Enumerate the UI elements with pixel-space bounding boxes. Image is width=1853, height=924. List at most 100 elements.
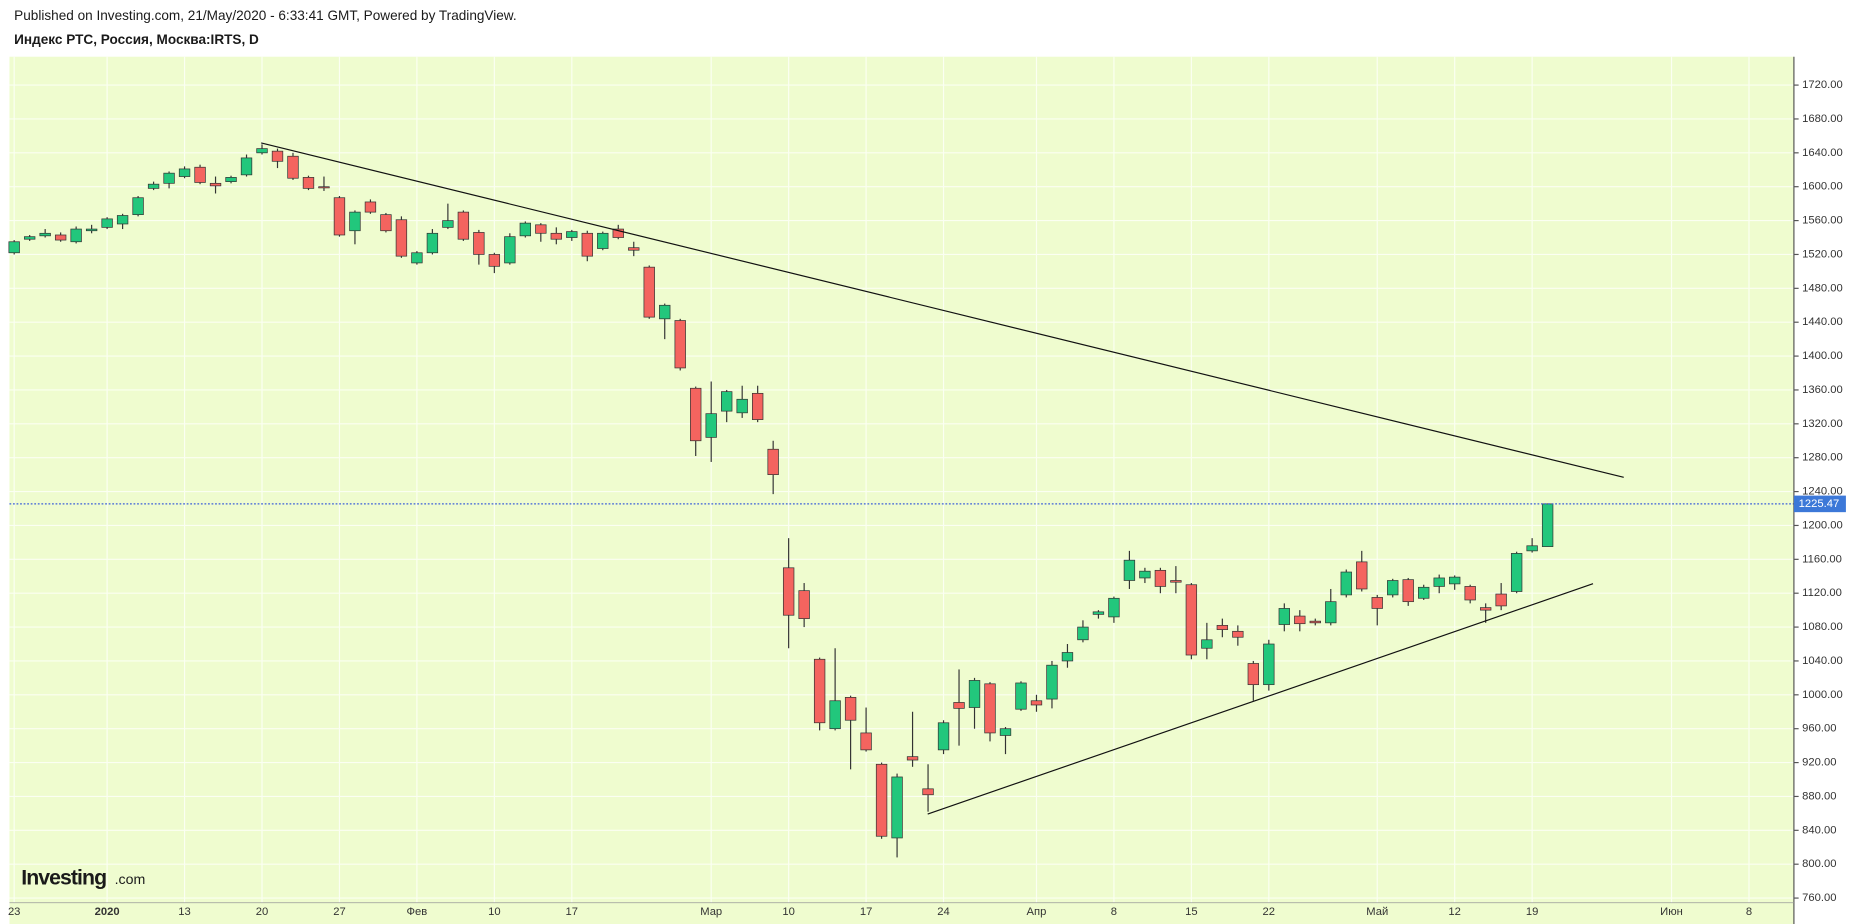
y-tick-label: 920.00: [1802, 757, 1836, 769]
candle-body: [8, 241, 20, 254]
candle-body: [550, 232, 562, 240]
candle-body: [1433, 577, 1445, 587]
candle-body: [256, 148, 268, 154]
candle-body: [1387, 580, 1399, 596]
candle-body: [271, 150, 284, 162]
candle-body: [1464, 586, 1476, 601]
y-tick-label: 880.00: [1802, 790, 1836, 802]
candle-body: [751, 392, 764, 420]
y-tick-label: 1680.00: [1802, 113, 1843, 125]
x-axis-strip: [9, 902, 1794, 924]
candle-body: [1046, 664, 1058, 700]
chart-title: Индекс РТС, Россия, Москва:IRTS, D: [14, 32, 259, 47]
candle-body: [1294, 615, 1306, 625]
y-tick-label: 1040.00: [1802, 655, 1843, 667]
y-tick-label: 1560.00: [1802, 215, 1843, 227]
y-tick-label: 1400.00: [1802, 350, 1843, 362]
x-tick-label: Апр: [1027, 906, 1047, 918]
candle-body: [225, 177, 237, 182]
candle-body: [178, 168, 191, 177]
candle-body: [1216, 625, 1229, 630]
y-tick-label: 1160.00: [1802, 553, 1842, 565]
y-tick-label: 800.00: [1802, 858, 1836, 870]
y-tick-label: 760.00: [1802, 892, 1836, 904]
candle-body: [1077, 626, 1089, 641]
candle-body: [302, 177, 315, 189]
y-tick-label: 1360.00: [1802, 384, 1843, 396]
candle-body: [488, 254, 501, 267]
candle-body: [597, 232, 609, 249]
candle-body: [364, 201, 377, 213]
candle-body: [1278, 608, 1290, 625]
candle-body: [287, 155, 299, 179]
candle-body: [70, 228, 82, 243]
candle-body: [411, 252, 423, 264]
y-tick-label: 1520.00: [1802, 248, 1843, 260]
candle-body: [1541, 503, 1554, 547]
candle-body: [674, 320, 686, 369]
candle-body: [519, 222, 532, 237]
y-tick-label: 1640.00: [1802, 147, 1843, 159]
candle-body: [132, 197, 144, 216]
x-tick-label: 20: [256, 906, 268, 918]
candle-body: [39, 232, 51, 237]
trend-line: [927, 583, 1594, 815]
x-tick-label: 27: [333, 906, 345, 918]
candle-body: [54, 234, 67, 241]
candle-body: [1015, 682, 1027, 710]
x-tick-label: 8: [1111, 906, 1117, 918]
y-tick-label: 1280.00: [1802, 452, 1843, 464]
x-tick-label: 22: [1263, 906, 1275, 918]
candle-body: [1371, 597, 1383, 609]
candle-body: [194, 166, 206, 183]
candle-body: [782, 567, 795, 616]
candle-body: [23, 236, 36, 240]
candle-body: [1356, 561, 1368, 590]
x-tick-label: 17: [860, 906, 872, 918]
published-line: Published on Investing.com, 21/May/2020 …: [14, 8, 516, 23]
candle-body: [442, 220, 454, 228]
candle-body: [643, 266, 655, 318]
last-price-box: [1793, 495, 1846, 513]
candle-body: [705, 413, 717, 438]
logo-name: Investing: [21, 866, 106, 890]
candle-body: [333, 197, 346, 236]
candle-body: [767, 448, 779, 475]
y-tick-label: 1080.00: [1802, 621, 1843, 633]
candle-body: [426, 232, 439, 254]
y-tick-label: 1480.00: [1802, 282, 1843, 294]
x-tick-label: 8: [1746, 906, 1752, 918]
candle-body: [101, 218, 113, 228]
candle-body: [891, 776, 903, 839]
candle-body: [953, 702, 965, 709]
candle-body: [473, 232, 485, 255]
y-tick-label: 1000.00: [1802, 689, 1843, 701]
y-tick-label: 1440.00: [1802, 316, 1843, 328]
plot-area: [9, 56, 1794, 903]
candle-body: [721, 391, 733, 412]
x-tick-label: 24: [937, 906, 949, 918]
candle-body: [612, 228, 624, 238]
candle-body: [1061, 652, 1074, 662]
candle-body: [736, 398, 748, 414]
candle-body: [999, 728, 1012, 736]
candle-body: [922, 788, 934, 796]
candle-body: [1123, 559, 1136, 581]
candle-body: [1154, 569, 1167, 587]
y-tick-label: 1320.00: [1802, 418, 1843, 430]
candle-body: [628, 247, 640, 251]
x-tick-label: 19: [1526, 906, 1538, 918]
candle-body: [1495, 593, 1507, 607]
candle-body: [968, 680, 981, 708]
candle-body: [566, 231, 578, 238]
candle-body: [844, 697, 857, 721]
candle-body: [906, 756, 919, 761]
candle-body: [1449, 576, 1461, 585]
candle-body: [1139, 570, 1151, 579]
y-tick-label: 960.00: [1802, 723, 1836, 735]
candle-body: [209, 182, 222, 187]
candle-body: [659, 304, 671, 320]
candle-body: [798, 590, 810, 619]
x-tick-label: Июн: [1660, 906, 1683, 918]
